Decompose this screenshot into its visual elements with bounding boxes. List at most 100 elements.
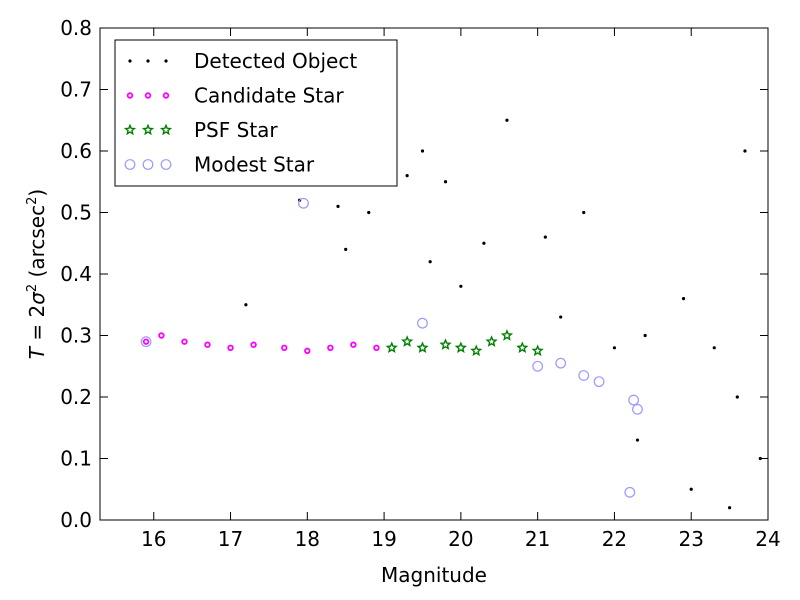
psf-star-point (416, 341, 429, 353)
detected-object-point (728, 506, 732, 510)
detected-object-point (643, 333, 647, 338)
candidate-star-point (142, 338, 150, 345)
detected-object-point (681, 297, 686, 301)
y-label-unit-sup: 2 (25, 197, 40, 205)
candidate-star-point (304, 347, 311, 355)
candidate-star-point (327, 344, 334, 351)
legend-marker-candidate-star (144, 92, 152, 99)
detected-object-point (336, 204, 340, 208)
x-tick-label: 21 (525, 527, 550, 551)
candidate-star-point (281, 344, 288, 351)
legend-marker-modest-star (124, 159, 136, 170)
modest-star-point (624, 486, 636, 498)
y-tick-label: 0.0 (60, 508, 92, 532)
legend-marker-modest-star (142, 159, 154, 170)
y-tick-label: 0.3 (60, 324, 92, 348)
detected-object-point (582, 210, 586, 215)
x-tick-label: 16 (141, 527, 166, 551)
candidate-star-point (204, 341, 211, 348)
psf-star-point (485, 335, 498, 347)
modest-star-point (555, 357, 567, 369)
psf-star-point (385, 341, 398, 353)
x-tick-label: 18 (295, 527, 320, 551)
psf-star-point (439, 338, 452, 350)
x-tick-label: 20 (448, 527, 473, 551)
psf-star-point (531, 344, 544, 357)
legend-label-detected-object: Detected Object (194, 49, 357, 73)
legend-marker-detected-object (146, 59, 150, 63)
legend: Detected Object Candidate Star PSF Star Mod… (114, 39, 398, 187)
detected-object-point (712, 346, 716, 350)
psf-star-point (454, 341, 467, 353)
detected-object-point (743, 149, 747, 153)
candidate-star-point (373, 344, 380, 351)
plot-marks (140, 118, 762, 510)
x-axis-label: Magnitude (381, 563, 487, 587)
legend-marker-detected-object (164, 59, 168, 63)
detected-object-point (344, 247, 348, 251)
y-label-unit: (arcsec (25, 205, 49, 284)
modest-star-point (578, 370, 590, 381)
legend-marker-psf-star (141, 123, 155, 136)
x-tick-label: 19 (371, 527, 396, 551)
detected-object-point (559, 315, 563, 319)
y-label-sup: 2 (25, 284, 40, 292)
x-tick-label: 23 (678, 527, 703, 551)
detected-object-point (505, 118, 509, 122)
detected-object-point (689, 487, 693, 491)
detected-object-point (635, 438, 640, 442)
candidate-star-point (350, 341, 357, 348)
psf-star-point (516, 341, 529, 353)
detected-object-point (420, 149, 425, 153)
candidate-star-point (227, 344, 234, 351)
modest-star-point (532, 360, 544, 372)
x-tick-label: 17 (218, 527, 243, 551)
psf-star-point (401, 335, 414, 347)
detected-object-point (735, 395, 739, 399)
psf-star-point (500, 329, 514, 341)
detected-object-point (428, 260, 432, 264)
x-tick-label: 24 (755, 527, 780, 551)
legend-label-modest-star: Modest Star (194, 153, 315, 177)
y-tick-label: 0.7 (60, 78, 92, 102)
y-tick-label: 0.8 (60, 16, 92, 40)
y-label-eq: = 2 (25, 305, 49, 347)
modest-star-point (628, 394, 640, 406)
modest-star-point (593, 376, 605, 388)
legend-marker-psf-star (159, 123, 173, 136)
legend-label-candidate-star: Candidate Star (194, 84, 344, 108)
detected-object-point (443, 180, 448, 184)
modest-star-point (632, 403, 643, 415)
y-axis-label: T = 2σ2 (arcsec2) (25, 189, 49, 359)
modest-star-point (298, 197, 309, 209)
modest-star-point (140, 336, 152, 348)
y-tick-label: 0.1 (60, 447, 92, 471)
legend-marker-candidate-star (126, 92, 134, 99)
modest-star-point (417, 317, 428, 329)
legend-marker-candidate-star (162, 92, 170, 99)
x-tick-label: 22 (602, 527, 627, 551)
legend-label-psf-star: PSF Star (194, 118, 278, 142)
y-label-sigma: σ (25, 291, 49, 305)
legend-marker-modest-star (160, 159, 172, 170)
psf-star-point (470, 344, 483, 357)
legend-marker-psf-star (123, 123, 137, 136)
y-tick-label: 0.4 (60, 262, 92, 286)
y-tick-label: 0.2 (60, 385, 92, 409)
detected-object-point (405, 174, 409, 178)
detected-object-point (612, 346, 617, 350)
y-label-var: T (25, 345, 49, 359)
detected-object-point (244, 303, 248, 307)
detected-object-point (459, 284, 463, 288)
candidate-star-point (181, 338, 188, 345)
candidate-star-point (158, 332, 165, 339)
legend-marker-detected-object (128, 59, 132, 63)
detected-object-point (367, 210, 371, 215)
candidate-star-point (250, 341, 257, 348)
y-tick-label: 0.5 (60, 201, 92, 225)
detected-object-point (482, 241, 486, 245)
y-label-unit-close: ) (25, 189, 49, 197)
y-tick-label: 0.6 (60, 139, 92, 163)
detected-object-point (543, 235, 547, 239)
